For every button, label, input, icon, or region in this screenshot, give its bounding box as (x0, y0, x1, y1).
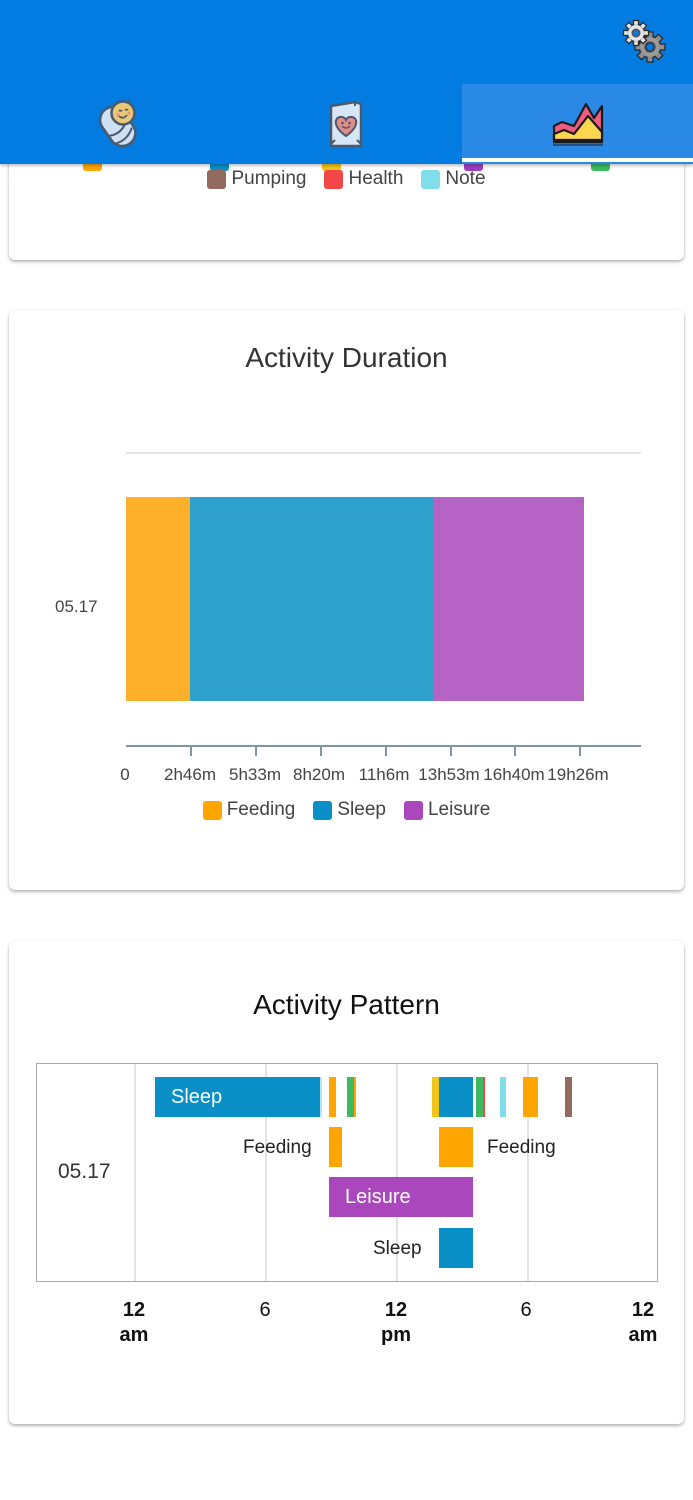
y-axis-label: 05.17 (58, 1160, 111, 1183)
x-tick-label: 13h53m (418, 765, 480, 784)
legend-swatch (421, 169, 441, 189)
x-tick-label: 16h40m (483, 765, 545, 784)
legend-label: Feeding (226, 799, 296, 820)
settings-button[interactable] (620, 18, 668, 66)
x-tick-label: 8h20m (293, 765, 345, 784)
card-title: Activity Pattern (253, 989, 440, 1020)
tab-baby[interactable] (0, 84, 231, 164)
app-bar (0, 0, 693, 84)
chart-gridline (527, 1064, 529, 1281)
bar-label: Feeding (243, 1137, 312, 1158)
chart-gridline (265, 1064, 267, 1281)
legend-item-health[interactable]: Health (324, 168, 403, 190)
bar-feeding[interactable] (523, 1077, 538, 1117)
legend-item-pumping[interactable]: Pumping (207, 168, 306, 190)
x-axis-line (126, 745, 641, 747)
x-tick-label: 5h33m (229, 765, 281, 784)
legend-label: Sleep (337, 799, 386, 820)
gears-icon (622, 19, 666, 63)
bar-other[interactable] (476, 1077, 483, 1117)
bar-other[interactable] (347, 1077, 354, 1117)
bar-label: Leisure (345, 1185, 411, 1208)
duration-legend: Feeding Sleep Leisure (0, 799, 693, 821)
legend-swatch (202, 800, 222, 820)
bar-sleep[interactable] (439, 1228, 473, 1268)
pattern-chart: 05.17 (36, 1063, 658, 1282)
bar-pumping[interactable] (565, 1077, 572, 1117)
legend-item-leisure[interactable]: Leisure (403, 799, 491, 821)
x-tick-label: 6 (259, 1299, 271, 1321)
legend-swatch (313, 800, 333, 820)
x-tick-label: 19h26m (547, 765, 609, 784)
y-axis-label: 05.17 (55, 597, 98, 616)
tab-journal[interactable] (231, 84, 462, 164)
legend: Pumping Health Note (9, 168, 684, 190)
chart-gridline (134, 1064, 136, 1281)
bar-segment-sleep[interactable] (190, 497, 433, 701)
bar-sleep[interactable]: Sleep (155, 1077, 320, 1117)
swaddled-baby-icon (98, 98, 137, 148)
x-tick-label: 6 (520, 1299, 532, 1321)
x-tick-label: 2h46m (164, 765, 216, 784)
bar-leisure[interactable]: Leisure (329, 1177, 473, 1217)
legend-label: Leisure (427, 799, 491, 820)
x-tick-label: 0 (120, 765, 130, 784)
bar-segment-leisure[interactable] (433, 497, 584, 701)
legend-item-sleep[interactable]: Sleep (313, 799, 386, 821)
bar-note[interactable] (500, 1077, 506, 1117)
x-tick-label: 12 am (628, 1299, 658, 1346)
heart-card-icon (329, 100, 362, 148)
bar-feeding[interactable] (329, 1127, 342, 1167)
bar-feeding[interactable] (439, 1127, 473, 1167)
chart-gridline (126, 452, 641, 454)
bar-health[interactable] (483, 1077, 485, 1117)
bar-label: Feeding (487, 1137, 556, 1158)
tab-statistics[interactable] (462, 84, 693, 164)
bar-note[interactable] (320, 1077, 322, 1117)
x-tick-label: 11h6m (358, 765, 410, 784)
legend-item-feeding[interactable]: Feeding (202, 799, 296, 821)
legend-swatch (324, 169, 344, 189)
area-chart-icon (552, 102, 603, 146)
bar-label: Sleep (171, 1085, 223, 1108)
bar-feeding[interactable] (354, 1077, 356, 1117)
legend-label: Note (445, 168, 486, 189)
legend-swatch (207, 169, 227, 189)
legend-label: Health (348, 168, 404, 189)
x-tick-label: 12 pm (381, 1299, 411, 1346)
legend-swatch (403, 800, 423, 820)
bar-label: Sleep (373, 1238, 422, 1259)
bar-diapering[interactable] (432, 1077, 439, 1117)
chart-gridline (396, 1064, 398, 1281)
tab-bar (0, 84, 693, 164)
bar-feeding[interactable] (329, 1077, 336, 1117)
x-tick-label: 12 am (119, 1299, 149, 1346)
legend-item-note[interactable]: Note (421, 168, 486, 190)
legend-label: Pumping (231, 168, 307, 189)
card-title: Activity Duration (245, 342, 448, 373)
bar-segment-feeding[interactable] (126, 497, 190, 701)
bar-sleep[interactable] (439, 1077, 473, 1117)
